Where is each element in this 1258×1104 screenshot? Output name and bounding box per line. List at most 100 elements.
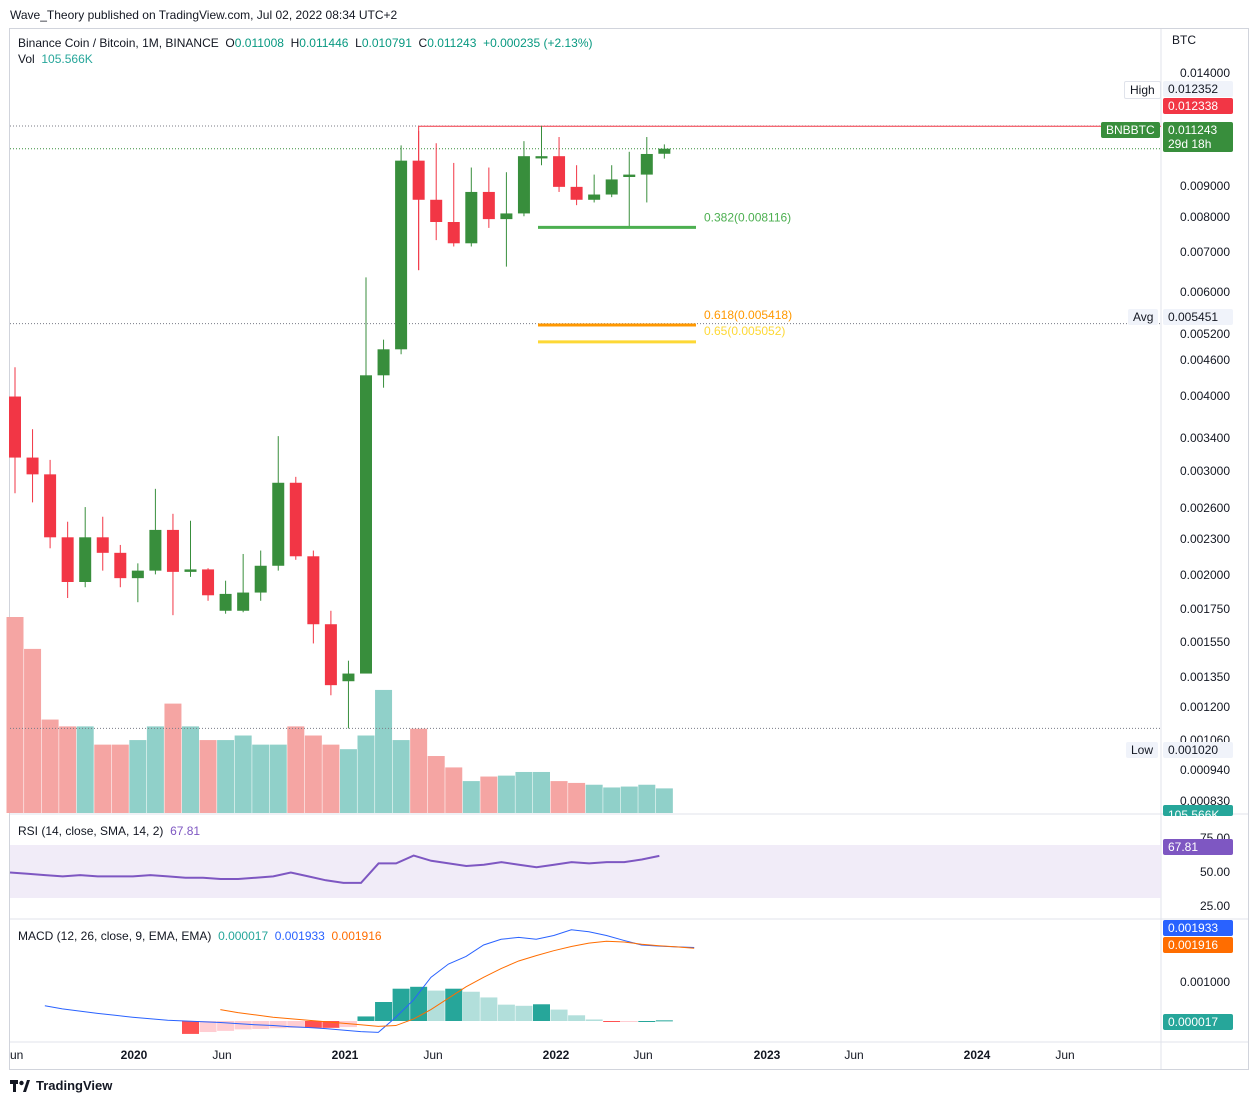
candle-body [184,569,197,572]
time-tick: 2021 [331,1048,359,1062]
candle-body [640,153,653,175]
rsi-line [9,854,660,884]
volume-bar [357,735,375,813]
price-tick: 0.008000 [1179,210,1230,224]
candle-body [570,186,583,200]
volume-bar [392,740,410,813]
volume-bar [568,782,586,813]
high-label-tag: High [1124,81,1161,99]
macd-histogram-bar [357,1016,375,1021]
low-value: 0.010791 [361,36,412,50]
time-tick: Jun [212,1048,232,1062]
volume-bar [620,786,638,813]
change-value: +0.000235 (+2.13%) [483,36,593,50]
fib-level-label: 0.65(0.005052) [704,324,785,338]
time-tick: Jun [1055,1048,1075,1062]
time-tick: un [10,1048,24,1062]
macd-histogram-bar [568,1015,586,1021]
candle-body [517,156,530,214]
volume-bar [76,726,94,813]
macd-histogram-bar [217,1021,235,1031]
volume-bar [427,756,445,813]
price-tick: 0.009000 [1179,179,1230,193]
macd-histogram-bar [497,1004,515,1021]
volume-bar [59,726,77,813]
volume-bar [410,728,428,813]
publisher-line: Wave_Theory published on TradingView.com… [10,8,398,22]
volume-bar [655,788,673,813]
price-tick: 0.014000 [1179,66,1230,80]
rsi-tick-25: 25.00 [1199,899,1230,913]
price-tick: 0.005200 [1179,327,1230,341]
price-tick: 0.000940 [1179,763,1230,777]
candle-body [377,349,390,376]
close-label: C [418,36,428,50]
candle-body [79,537,92,582]
volume-bar [41,719,59,813]
volume-bar [146,726,164,813]
time-tick: 2024 [963,1048,991,1062]
macd-signal-tag: 0.001916 [1163,937,1233,953]
low-label: L [355,36,362,50]
volume-bar [533,771,550,813]
macd-histogram-bar [375,1002,393,1021]
volume-bar [24,648,42,813]
volume-bar [182,726,199,813]
high-value-tag: 0.012352 [1163,81,1233,97]
candle-body [465,191,478,244]
close-value: 0.011243 [427,36,477,50]
avg-value-tag: 0.005451 [1163,309,1233,325]
price-tick: 0.001350 [1179,670,1230,684]
candle-body [307,556,320,625]
candle-body [166,529,179,572]
price-tag-value: 0.011243 [1168,123,1218,137]
volume-bar [199,740,217,813]
price-tick: 0.007000 [1179,245,1230,259]
candle-body [202,569,215,596]
candle-body [254,565,267,593]
macd-histogram-bar [392,988,410,1021]
vol-value: 105.566K [41,52,93,66]
macd-histogram-bar [585,1019,603,1021]
volume-bar [462,781,480,813]
volume-bar [129,740,147,813]
candle-body [430,199,443,223]
candle-body [360,375,372,674]
volume-bar [515,771,533,813]
candle-body [26,457,39,475]
low-value-tag: 0.001020 [1163,742,1233,758]
time-tick: Jun [423,1048,443,1062]
price-tick: 0.001550 [1179,635,1230,649]
price-tick: 0.000830 [1179,794,1230,808]
candle-body [605,179,618,195]
macd-histogram-bar [410,986,428,1021]
volume-bar [304,735,322,813]
candle-body [272,482,285,566]
volume-bar [550,781,568,813]
macd-histogram-bar [638,1021,656,1022]
price-tick: 0.002000 [1179,568,1230,582]
price-tick: 0.001750 [1179,602,1230,616]
high-value: 0.011446 [299,36,349,50]
vol-label: Vol [18,52,35,66]
fib-level-label: 0.382(0.008116) [704,210,791,224]
chart-frame [9,28,1249,1070]
main-legend: Binance Coin / Bitcoin, 1M, BINANCE O0.0… [18,36,592,66]
volume-bar [269,744,287,813]
volume-bar [603,787,621,813]
macd-histogram-bar [304,1021,322,1028]
rsi-value: 67.81 [170,824,201,838]
volume-bar [94,744,112,813]
symbol-tag: BNBBTC [1101,122,1160,138]
candle-body [588,194,601,200]
open-value: 0.011008 [234,36,284,50]
macd-label: MACD (12, 26, close, 9, EMA, EMA) [18,929,212,943]
volume-bar [6,617,24,813]
volume-bar [217,740,235,813]
candle-body [447,222,460,244]
price-tick: 0.002600 [1179,501,1230,515]
macd-tick: 0.001000 [1179,975,1230,989]
time-tick: Jun [633,1048,653,1062]
volume-bar [480,776,498,813]
